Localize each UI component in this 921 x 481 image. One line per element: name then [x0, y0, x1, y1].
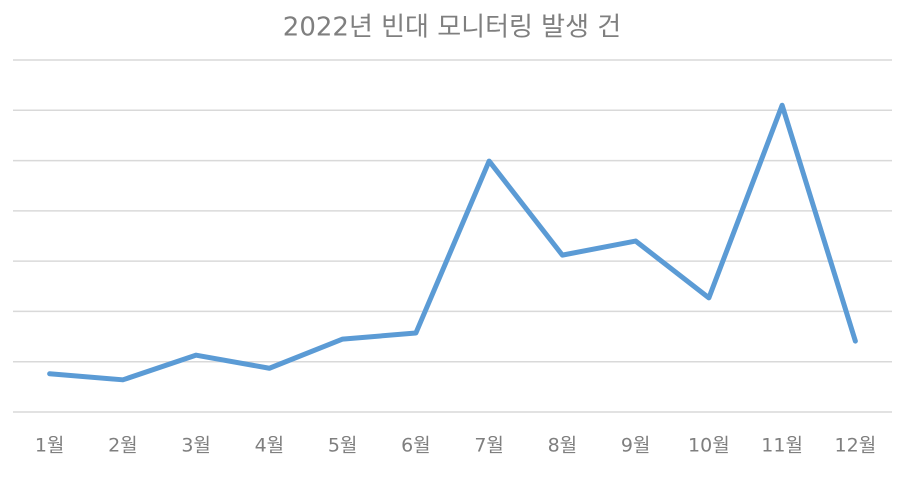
- chart-title: 2022년 빈대 모니터링 발생 건: [283, 13, 621, 43]
- x-tick-label: 9월: [621, 435, 651, 457]
- x-tick-label: 8월: [548, 435, 578, 457]
- x-tick-label: 6월: [401, 435, 431, 457]
- x-tick-label: 11월: [761, 435, 803, 457]
- x-tick-label: 1월: [35, 435, 65, 457]
- x-tick-label: 2월: [108, 435, 138, 457]
- x-tick-label: 3월: [181, 435, 211, 457]
- x-tick-label: 4월: [255, 435, 285, 457]
- x-tick-label: 12월: [835, 435, 877, 457]
- x-tick-label: 7월: [474, 435, 504, 457]
- data-line: [47, 102, 858, 383]
- x-tick-label: 10월: [688, 435, 730, 457]
- x-tick-label: 5월: [328, 435, 358, 457]
